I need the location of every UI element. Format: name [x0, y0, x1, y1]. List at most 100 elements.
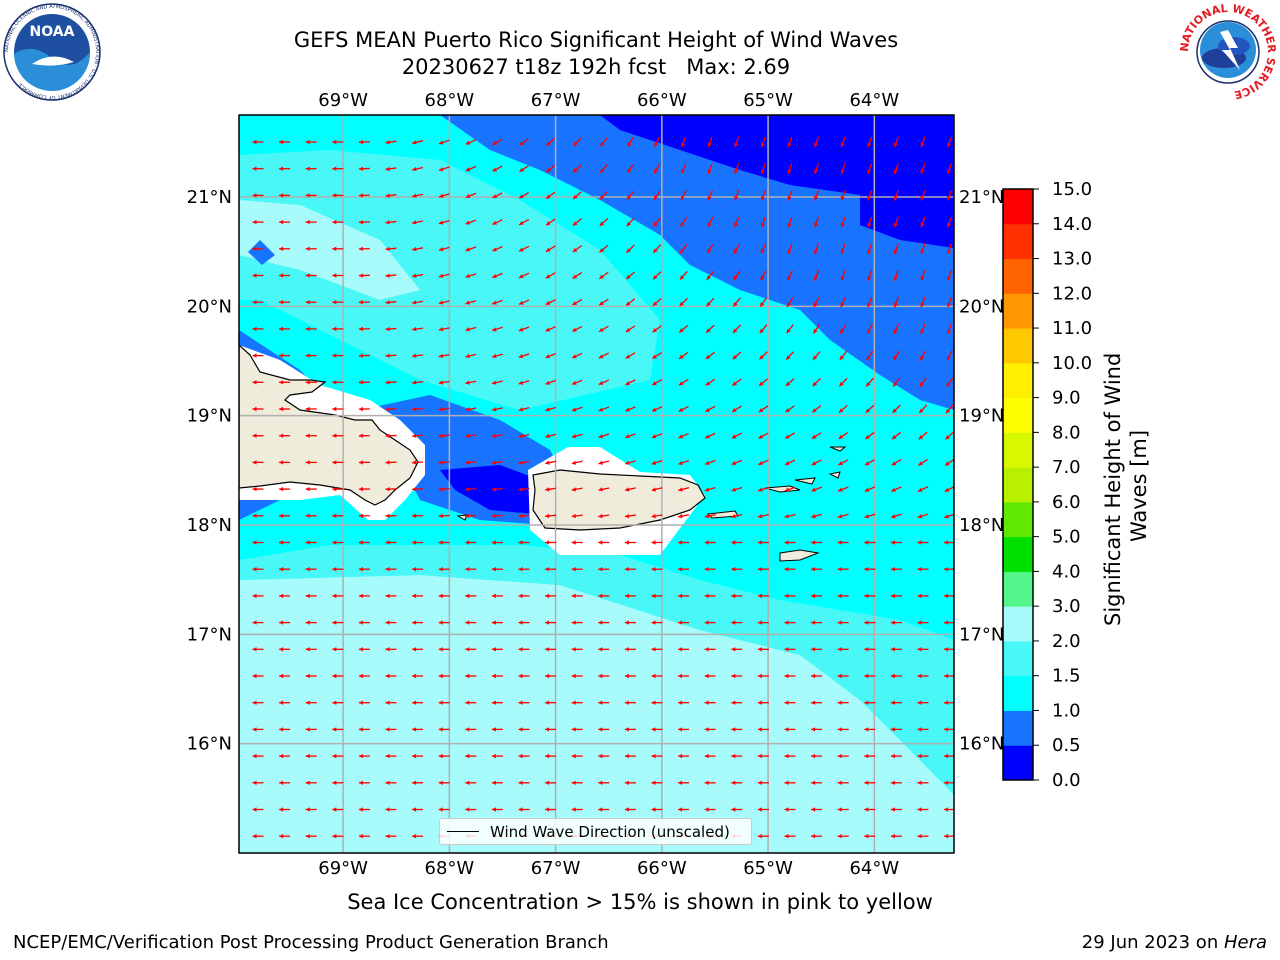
lat-tick-labels-right: 16°N 17°N 18°N 19°N 20°N 21°N	[959, 187, 1004, 755]
wave-arrow	[784, 727, 796, 732]
wave-arrow	[653, 217, 661, 227]
wave-arrow	[787, 163, 793, 175]
wave-arrow	[598, 298, 609, 306]
wave-arrow	[784, 513, 796, 519]
wave-arrow	[760, 216, 766, 228]
wave-arrow	[652, 325, 662, 333]
lat-label-left-1: 17°N	[187, 624, 232, 645]
wave-arrow	[760, 270, 767, 281]
wave-arrow	[412, 727, 424, 732]
wave-arrow	[864, 807, 876, 812]
wave-arrow	[358, 273, 370, 278]
wave-arrow	[704, 780, 716, 785]
wave-arrow	[624, 673, 636, 679]
wave-arrow	[681, 136, 687, 148]
wave-arrow	[624, 647, 636, 652]
wave-arrow	[704, 753, 716, 759]
wave-arrow	[704, 540, 716, 545]
wave-arrow	[412, 326, 424, 332]
wave-arrow	[518, 218, 530, 226]
wave-arrow	[784, 567, 796, 572]
wave-arrow	[545, 326, 556, 332]
wave-arrow	[491, 380, 503, 385]
wave-arrow	[864, 834, 876, 839]
colorbar-label-line2: Waves [m]	[1127, 430, 1151, 542]
wave-arrow	[651, 513, 663, 519]
wave-arrow	[759, 297, 768, 308]
wave-arrow	[518, 433, 530, 439]
wave-arrow	[651, 567, 663, 572]
wave-arrow	[545, 164, 556, 173]
wave-arrow	[572, 298, 583, 306]
wave-arrow	[598, 540, 610, 545]
wave-arrow	[385, 220, 397, 225]
wave-arrow	[867, 190, 873, 201]
wave-arrow	[438, 273, 450, 278]
wave-arrow	[332, 753, 344, 759]
wave-arrow	[545, 299, 556, 306]
wave-arrow	[546, 137, 556, 147]
wave-arrow	[358, 486, 370, 492]
wave-arrow	[626, 190, 635, 201]
wave-arrow	[385, 193, 397, 198]
noaa-logo-text: NOAA	[30, 24, 75, 40]
wave-arrow	[572, 245, 583, 253]
lon-label-top-3: 66°W	[637, 90, 687, 111]
wave-arrow	[758, 405, 769, 413]
wave-arrow	[705, 324, 715, 334]
wave-arrow	[305, 139, 317, 145]
wave-arrow	[412, 460, 424, 465]
wave-arrow	[704, 513, 716, 519]
wave-arrow	[332, 139, 344, 145]
wave-arrow	[518, 513, 530, 519]
wave-arrow	[252, 780, 264, 785]
wave-arrow	[599, 244, 609, 253]
wave-arrow	[545, 593, 557, 599]
wave-arrow	[571, 620, 583, 625]
wave-arrow	[252, 460, 264, 465]
wave-arrow	[920, 163, 926, 175]
wave-arrow	[947, 270, 953, 281]
wave-arrow	[679, 297, 689, 307]
wave-arrow	[571, 593, 583, 599]
wave-arrow	[704, 486, 716, 492]
wave-arrow	[491, 700, 503, 705]
wave-arrow	[625, 352, 636, 359]
wave-arrow	[252, 380, 264, 385]
wave-arrow	[252, 433, 264, 438]
wave-arrow	[305, 353, 317, 358]
wave-arrow	[332, 834, 344, 839]
wave-arrow	[465, 673, 477, 679]
wave-arrow	[678, 620, 690, 625]
wave-arrow	[624, 593, 636, 599]
wave-arrow	[598, 673, 610, 679]
wave-arrow	[358, 727, 370, 732]
wave-arrow	[704, 459, 716, 465]
wave-arrow	[651, 433, 663, 439]
wave-arrow	[279, 353, 291, 358]
wave-arrow	[624, 700, 636, 705]
lon-label-bottom-4: 65°W	[743, 858, 793, 879]
wave-arrow	[252, 326, 264, 332]
wave-arrow	[731, 700, 743, 705]
lon-label-top-2: 67°W	[531, 90, 581, 111]
wave-arrow	[864, 647, 876, 652]
wave-arrow	[438, 700, 450, 705]
wave-arrow	[332, 380, 344, 385]
wave-arrow	[465, 513, 477, 519]
land-st-croix	[779, 549, 820, 562]
wave-arrow	[385, 780, 397, 785]
wave-arrow	[465, 780, 477, 785]
wave-arrow	[760, 163, 766, 175]
wave-arrow	[518, 647, 530, 652]
wave-arrow	[385, 406, 397, 412]
wave-arrow	[678, 378, 689, 386]
wave-arrow	[758, 378, 769, 387]
wave-arrow	[279, 540, 291, 545]
wave-arrow	[892, 350, 900, 361]
wave-arrow	[518, 540, 530, 545]
wave-arrow	[837, 753, 849, 759]
wave-arrow	[572, 271, 583, 280]
colorbar-segment-12	[1003, 328, 1033, 364]
colorbar-segment-3	[1003, 640, 1033, 677]
